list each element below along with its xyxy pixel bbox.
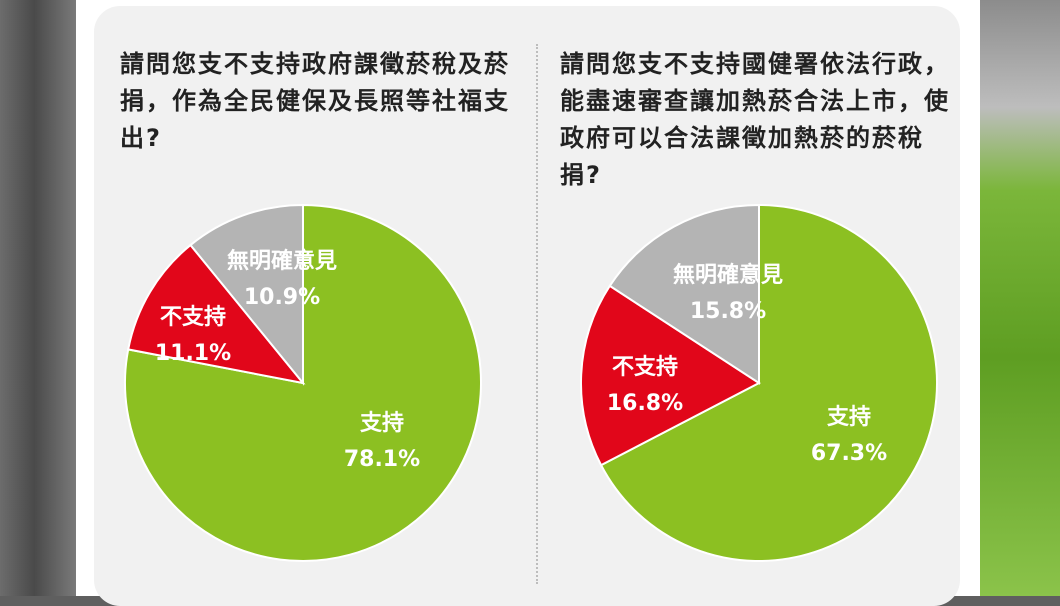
- pie1-slice-oppose: [127, 243, 306, 385]
- background-left-edge: [0, 0, 76, 596]
- pie2-label-oppose-name: 不支持: [612, 355, 678, 380]
- pie2-label-support-value: 67.3%: [811, 441, 887, 466]
- pie2-label-oppose-value: 16.8%: [607, 391, 683, 416]
- pie1-label-oppose-value: 11.1%: [155, 341, 231, 366]
- question-1: 請問您支不支持政府課徵菸稅及菸捐，作為全民健保及長照等社福支出?: [120, 50, 510, 152]
- pie2-slice-no-opinion: [608, 203, 760, 385]
- pie1-label-oppose-name: 不支持: [160, 305, 226, 330]
- pie1-label-support-value: 78.1%: [344, 447, 420, 472]
- pie1-slice-no-opinion: [189, 203, 304, 386]
- pie2-label-no-opinion-name: 無明確意見: [673, 262, 783, 288]
- pie2-slice-support: [599, 203, 938, 562]
- pie1-label-support-name: 支持: [360, 411, 404, 436]
- pie1-slice-support: [124, 203, 482, 562]
- column-divider: [536, 44, 538, 584]
- pie1-label-no-opinion-name: 無明確意見: [227, 248, 337, 274]
- pie2-label-no-opinion-value: 15.8%: [690, 299, 766, 324]
- background-right-edge: [980, 0, 1060, 596]
- question-2: 請問您支不支持國健署依法行政，能盡速審查讓加熱菸合法上市，使政府可以合法課徵加熱…: [560, 50, 950, 189]
- pie2-label-support-name: 支持: [827, 405, 871, 430]
- pie2-slice-oppose: [580, 284, 761, 467]
- pie1-label-no-opinion-value: 10.9%: [244, 285, 320, 310]
